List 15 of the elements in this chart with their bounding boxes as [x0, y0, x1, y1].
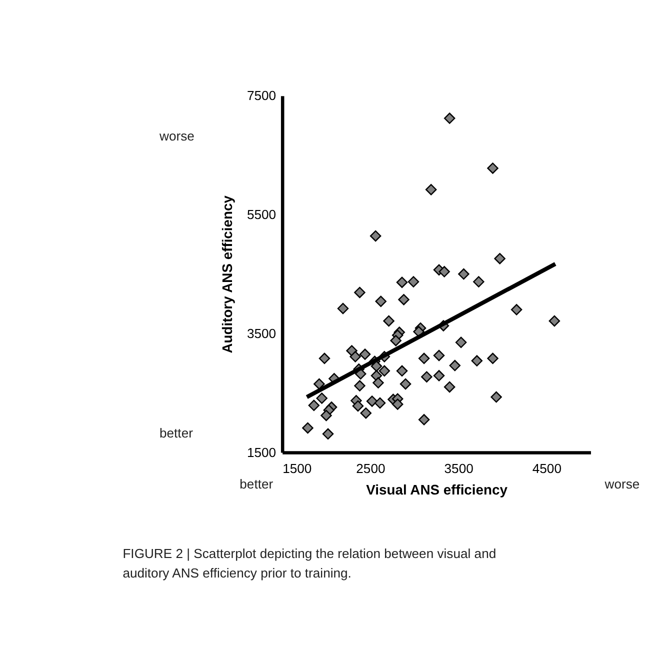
x-tick-label: 1500 — [282, 461, 312, 476]
y-tick-label: 5500 — [246, 207, 276, 222]
x-tick-label: 2500 — [356, 461, 386, 476]
text: better — [160, 426, 194, 441]
text: worse — [158, 128, 194, 144]
y-tick-label: 7500 — [246, 88, 276, 104]
y-axis-title: Auditory ANS efficiency — [219, 195, 236, 354]
text: better — [240, 476, 274, 492]
x-tick-label: 4500 — [532, 461, 562, 476]
y-tick-label: 3500 — [246, 326, 276, 341]
x-axis-title: Visual ANS efficiency — [366, 481, 508, 498]
x-tick-label: 3500 — [444, 461, 474, 476]
y-tick-label: 1500 — [246, 444, 276, 460]
caption: FIGURE 2 | Scatterplot depicting the relation between visual and auditory ANS efficiency prior to training. — [122, 546, 496, 580]
text: worse — [604, 476, 640, 492]
